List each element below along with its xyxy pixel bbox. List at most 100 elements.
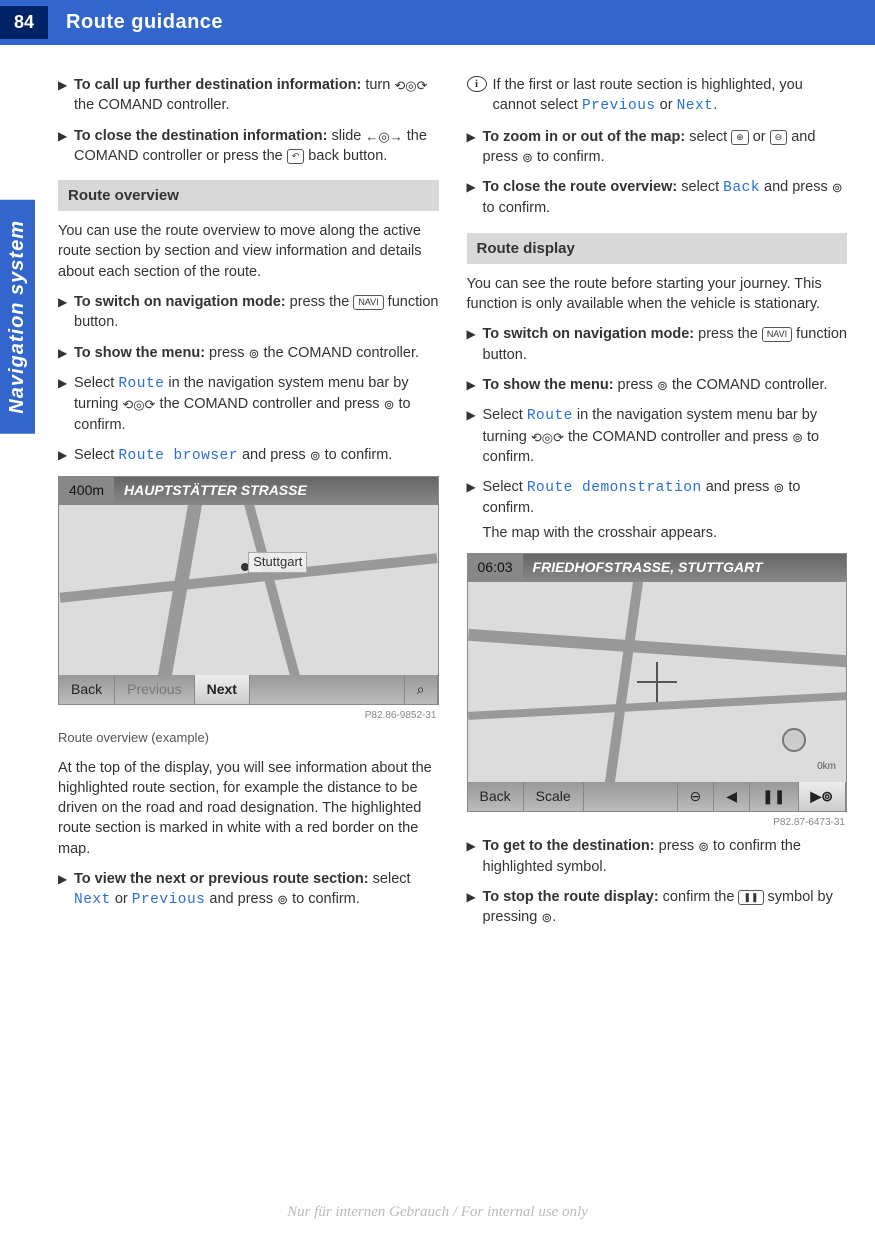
text: or	[749, 129, 770, 145]
figure-caption: Route overview (example)	[58, 729, 439, 747]
press-icon: ⊚	[657, 377, 668, 395]
text: Select	[483, 407, 527, 423]
text: press	[205, 345, 249, 361]
section-heading: Route overview	[58, 180, 439, 211]
text: slide	[328, 128, 366, 144]
step-arrow-icon: ▶	[467, 326, 483, 365]
map-header: 400m HAUPTSTÄTTER STRASSE	[59, 477, 438, 505]
figure-ref: P82.86-9852-31	[58, 709, 439, 723]
menu-text: Next	[677, 98, 714, 114]
map-play-icon[interactable]: ▶⊚	[799, 782, 847, 812]
right-column: i If the first or last route section is …	[467, 75, 848, 937]
info-note: i If the first or last route section is …	[467, 75, 848, 117]
text: Select	[74, 447, 118, 463]
step-body: Select Route browser and press ⊚ to conf…	[74, 445, 439, 466]
crosshair-icon	[637, 662, 677, 702]
compass-icon	[782, 728, 806, 752]
step-arrow-icon: ▶	[58, 447, 74, 466]
text: the COMAND controller.	[668, 377, 828, 393]
map-pause-icon[interactable]: ❚❚	[750, 782, 798, 812]
menu-text: Route demonstration	[527, 480, 702, 496]
menu-text: Previous	[582, 98, 656, 114]
info-icon: i	[467, 76, 487, 92]
menu-text: Route	[118, 376, 164, 392]
map-body: Stuttgart	[59, 505, 438, 675]
text: The map with the crosshair appears.	[483, 523, 848, 543]
back-button-icon: ↶	[287, 149, 305, 164]
text: and press	[702, 479, 774, 495]
press-icon: ⊚	[522, 149, 533, 167]
step: ▶ To call up further destination informa…	[58, 75, 439, 116]
text: to confirm.	[321, 447, 393, 463]
step-body: To zoom in or out of the map: select ⊕ o…	[483, 127, 848, 168]
text: press the	[694, 326, 762, 342]
step-body: To view the next or previous route secti…	[74, 869, 439, 911]
step-arrow-icon: ▶	[467, 838, 483, 877]
text: .	[713, 97, 717, 113]
map-header: 06:03 FRIEDHOFSTRASSE, STUTTGART	[468, 554, 847, 582]
map-back-button[interactable]: Back	[59, 675, 115, 705]
map-scale-label: 0km	[817, 760, 836, 774]
step: ▶ To switch on navigation mode: press th…	[58, 292, 439, 333]
press-icon: ⊚	[832, 179, 843, 197]
text: Select	[483, 479, 527, 495]
footer-watermark: Nur für internen Gebrauch / For internal…	[0, 1204, 875, 1221]
step-bold: To stop the route display:	[483, 889, 659, 905]
text: the COMAND controller and press	[564, 429, 792, 445]
press-icon: ⊚	[792, 429, 803, 447]
turn-icon: ⟲◎⟳	[394, 77, 427, 95]
step-body: To switch on navigation mode: press the …	[483, 324, 848, 365]
text: the COMAND controller.	[259, 345, 419, 361]
step-body: To close the destination information: sl…	[74, 126, 439, 167]
text: and press	[760, 179, 832, 195]
step-arrow-icon: ▶	[58, 375, 74, 435]
text: and press	[205, 891, 277, 907]
step: ▶ To switch on navigation mode: press th…	[467, 324, 848, 365]
map-body: 0km	[468, 582, 847, 782]
slide-icon: ←◎→	[365, 128, 402, 146]
text: the COMAND controller and press	[156, 396, 384, 412]
step: ▶ To zoom in or out of the map: select ⊕…	[467, 127, 848, 168]
text: to confirm.	[288, 891, 360, 907]
step-body: Select Route in the navigation system me…	[74, 373, 439, 435]
step-bold: To get to the destination:	[483, 838, 655, 854]
map-zoom-icon[interactable]: ⌕	[405, 675, 438, 705]
step: ▶ To show the menu: press ⊚ the COMAND c…	[58, 343, 439, 363]
map-zoom-icon[interactable]: ⊖	[678, 782, 715, 812]
step: ▶ Select Route in the navigation system …	[467, 405, 848, 467]
map-back-button[interactable]: Back	[468, 782, 524, 812]
zoom-in-icon: ⊕	[731, 130, 749, 145]
text: and press	[238, 447, 310, 463]
map-next-button[interactable]: Next	[195, 675, 250, 705]
step-arrow-icon: ▶	[467, 407, 483, 467]
step-arrow-icon: ▶	[467, 129, 483, 168]
text: to confirm.	[483, 200, 551, 216]
press-icon: ⊚	[541, 909, 552, 927]
map-scale-button[interactable]: Scale	[524, 782, 584, 812]
city-label: Stuttgart	[248, 552, 307, 572]
text: select	[685, 129, 731, 145]
step-arrow-icon: ▶	[58, 345, 74, 363]
text: turn	[361, 77, 394, 93]
map-footer: Back Previous Next ⌕	[59, 675, 438, 705]
map-street: HAUPTSTÄTTER STRASSE	[114, 477, 317, 505]
text: select	[369, 871, 411, 887]
map-prev-button[interactable]: Previous	[115, 675, 194, 705]
step-body: To show the menu: press ⊚ the COMAND con…	[483, 375, 848, 395]
paragraph: At the top of the display, you will see …	[58, 758, 439, 859]
step-bold: To switch on navigation mode:	[74, 294, 286, 310]
step-body: To call up further destination informati…	[74, 75, 439, 116]
step-arrow-icon: ▶	[58, 871, 74, 911]
step-arrow-icon: ▶	[467, 479, 483, 543]
step-bold: To show the menu:	[483, 377, 614, 393]
step-bold: To show the menu:	[74, 345, 205, 361]
press-icon: ⊚	[310, 447, 321, 465]
map-rewind-icon[interactable]: ◀	[714, 782, 750, 812]
press-icon: ⊚	[698, 838, 709, 856]
paragraph: You can use the route overview to move a…	[58, 221, 439, 282]
road-icon	[244, 505, 300, 675]
map-time: 06:03	[468, 554, 523, 582]
step-arrow-icon: ▶	[58, 128, 74, 167]
step-bold: To close the route overview:	[483, 179, 678, 195]
side-tab: Navigation system	[0, 200, 35, 434]
